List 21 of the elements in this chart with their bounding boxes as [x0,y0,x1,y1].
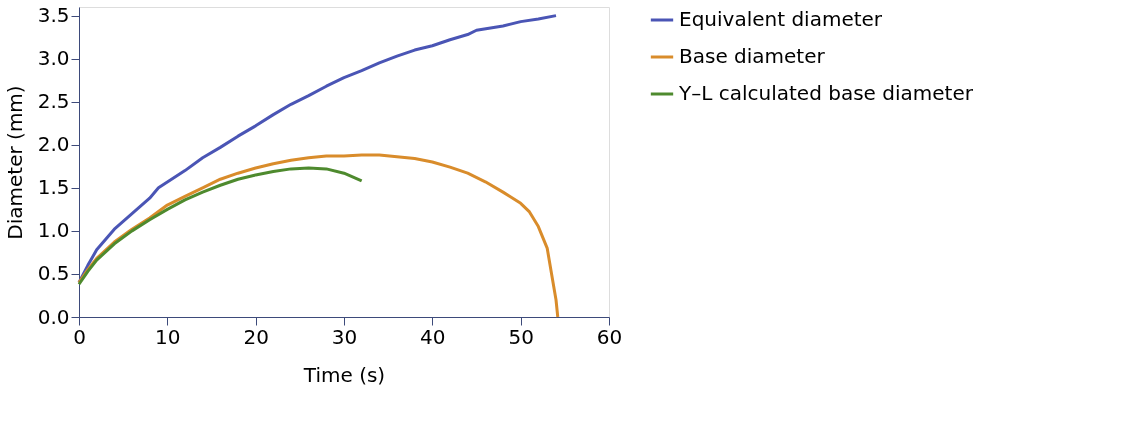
legend-label: Y–L calculated base diameter [678,81,974,105]
x-tick-label: 20 [243,324,269,349]
legend-label: Base diameter [679,44,826,68]
y-tick-label: 3.0 [37,46,70,71]
y-tick-label: 2.5 [37,89,70,114]
legend-label: Equivalent diameter [679,7,883,31]
x-tick-label: 30 [331,324,358,349]
x-tick-label: 60 [596,324,623,349]
y-tick-label: 0.0 [37,304,70,329]
x-tick-label: 10 [155,324,181,349]
y-tick-label: 1.5 [37,175,70,200]
y-tick-label: 0.5 [37,261,70,286]
x-tick-label: 50 [508,324,534,349]
y-axis-title: Diameter (mm) [2,85,27,240]
line-series [77,166,364,286]
y-tick-label: 3.5 [37,3,70,28]
x-axis-title: Time (s) [302,362,386,387]
x-tick-label: 0 [73,324,86,349]
x-tick-label: 40 [420,324,446,349]
y-tick-label: 2.0 [37,132,70,157]
y-tick-label: 1.0 [37,218,70,243]
